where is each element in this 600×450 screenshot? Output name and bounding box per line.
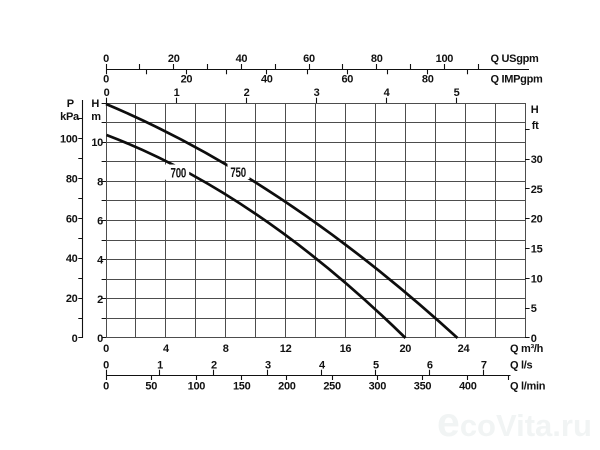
svg-text:300: 300: [369, 381, 387, 393]
svg-text:3: 3: [265, 360, 271, 372]
svg-text:ft: ft: [532, 120, 539, 132]
svg-text:200: 200: [278, 381, 296, 393]
svg-text:25: 25: [531, 184, 543, 196]
svg-text:1: 1: [157, 360, 163, 372]
svg-text:4: 4: [97, 255, 104, 267]
svg-text:7: 7: [481, 360, 487, 372]
svg-text:0: 0: [103, 74, 109, 86]
svg-text:400: 400: [459, 381, 477, 393]
svg-text:2: 2: [97, 294, 103, 306]
svg-text:Q USgpm: Q USgpm: [491, 53, 540, 65]
svg-text:12: 12: [280, 343, 292, 355]
svg-text:100: 100: [188, 381, 206, 393]
svg-text:6: 6: [427, 360, 433, 372]
svg-text:H: H: [531, 104, 539, 116]
svg-text:H: H: [91, 98, 99, 110]
svg-text:kPa: kPa: [60, 111, 80, 123]
svg-text:5: 5: [531, 303, 537, 315]
svg-text:40: 40: [236, 53, 248, 65]
svg-text:60: 60: [341, 74, 353, 86]
svg-text:8: 8: [223, 343, 229, 355]
svg-text:350: 350: [414, 381, 432, 393]
svg-text:0: 0: [103, 381, 109, 393]
svg-text:100: 100: [436, 53, 454, 65]
svg-text:0: 0: [531, 333, 537, 345]
svg-text:0: 0: [72, 333, 78, 345]
svg-text:Q l/min: Q l/min: [510, 381, 546, 393]
svg-text:20: 20: [399, 343, 411, 355]
svg-text:5: 5: [373, 360, 379, 372]
svg-text:50: 50: [145, 381, 157, 393]
svg-text:6: 6: [97, 216, 103, 228]
svg-text:16: 16: [340, 343, 352, 355]
svg-text:60: 60: [66, 213, 78, 225]
svg-text:Q IMPgpm: Q IMPgpm: [491, 74, 544, 86]
svg-text:2: 2: [211, 360, 217, 372]
svg-text:24: 24: [458, 343, 471, 355]
svg-text:40: 40: [66, 253, 78, 265]
svg-text:0: 0: [103, 360, 109, 372]
svg-text:10: 10: [531, 273, 543, 285]
svg-text:2: 2: [244, 87, 250, 99]
svg-text:15: 15: [531, 244, 543, 256]
svg-text:150: 150: [233, 381, 251, 393]
svg-text:80: 80: [422, 74, 434, 86]
svg-text:10: 10: [91, 137, 103, 149]
svg-text:Q l/s: Q l/s: [510, 360, 533, 372]
svg-text:0: 0: [103, 343, 109, 355]
svg-text:700: 700: [171, 166, 187, 181]
svg-text:40: 40: [261, 74, 273, 86]
svg-text:4: 4: [163, 343, 170, 355]
svg-text:0: 0: [97, 333, 103, 345]
svg-text:60: 60: [303, 53, 315, 65]
svg-text:Q m³/h: Q m³/h: [510, 343, 544, 355]
svg-text:30: 30: [531, 154, 543, 166]
svg-text:20: 20: [168, 53, 180, 65]
svg-text:4: 4: [319, 360, 326, 372]
svg-text:20: 20: [66, 293, 78, 305]
svg-text:20: 20: [181, 74, 193, 86]
svg-text:20: 20: [531, 214, 543, 226]
svg-text:750: 750: [230, 166, 246, 181]
svg-text:0: 0: [103, 53, 109, 65]
svg-text:1: 1: [174, 87, 180, 99]
svg-text:8: 8: [97, 176, 103, 188]
svg-text:P: P: [67, 98, 74, 110]
svg-text:80: 80: [371, 53, 383, 65]
svg-text:3: 3: [314, 87, 320, 99]
svg-text:250: 250: [323, 381, 341, 393]
svg-text:m: m: [91, 111, 101, 123]
svg-text:5: 5: [454, 87, 460, 99]
svg-text:80: 80: [66, 173, 78, 185]
svg-text:0: 0: [104, 87, 110, 99]
svg-text:100: 100: [60, 134, 78, 146]
svg-text:4: 4: [384, 87, 391, 99]
